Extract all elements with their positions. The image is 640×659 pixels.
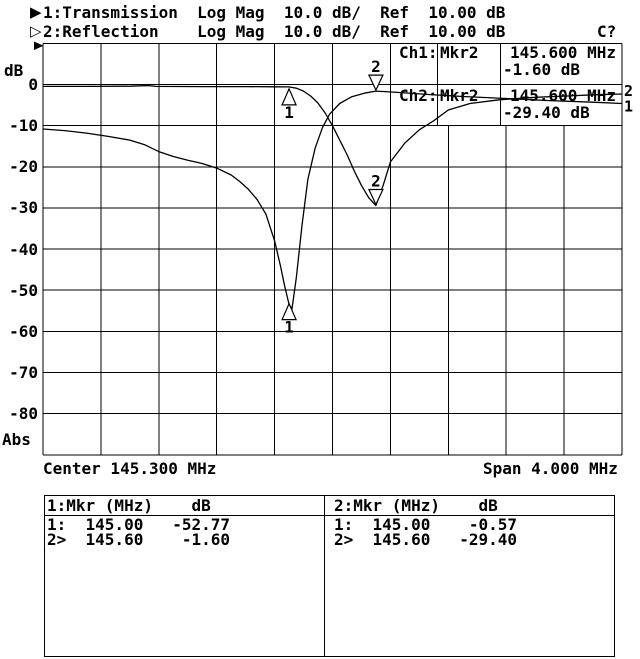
ch1-readout-marker: Mkr2 (440, 43, 479, 62)
y-axis-unit-label: dB (4, 61, 24, 80)
marker-table-row: 2> 145.60 -1.60 (47, 530, 231, 549)
channel2-header: 2:Reflection Log Mag 10.0 dB/ Ref 10.00 … (43, 22, 506, 41)
reference-level-marker-icon (34, 41, 44, 50)
ch2-readout-channel: Ch2: (399, 86, 438, 105)
marker-1-label: 1 (284, 103, 294, 122)
ch1-readout-value: -1.60 dB (503, 60, 581, 79)
ch1-readout-frequency: 145.600 MHz (510, 43, 616, 62)
y-tick-label: -60 (9, 321, 38, 341)
marker-table-divider (324, 496, 325, 656)
y-axis-mode-label: Abs (2, 430, 31, 449)
ch2-readout-frequency: 145.600 MHz (510, 86, 616, 105)
y-tick-label: -70 (9, 363, 38, 383)
marker-2-label: 2 (371, 57, 381, 76)
y-tick-label: 0 (28, 75, 38, 95)
channel1-active-indicator-icon: ▶ (30, 3, 42, 21)
correction-status: C? (597, 22, 617, 41)
marker-table-row: 1: 145.00 -52.77 (47, 515, 231, 534)
y-tick-label: -50 (9, 280, 38, 300)
y-tick-label: -80 (9, 404, 38, 424)
y-tick-label: -40 (9, 239, 38, 259)
trace-edge-label: 2 (624, 82, 633, 100)
y-tick-label: -20 (9, 157, 38, 177)
marker-1-label: 1 (284, 318, 294, 337)
ch1-readout-channel: Ch1: (399, 43, 438, 62)
channel1-header: 1:Transmission Log Mag 10.0 dB/ Ref 10.0… (43, 3, 506, 22)
center-frequency-label: Center 145.300 MHz (43, 459, 217, 478)
marker-table-row: 1: 145.00 -0.57 (334, 515, 518, 534)
marker-2-label: 2 (371, 171, 381, 190)
trace-1-transmission (42, 90, 623, 310)
trace-edge-label: 1 (624, 97, 633, 115)
marker-1-triangle-icon (281, 87, 297, 106)
ch2-readout-marker: Mkr2 (440, 86, 479, 105)
span-label: Span 4.000 MHz (483, 459, 618, 478)
marker-table-header-separator (45, 515, 614, 516)
marker-table-col2-header: 2:Mkr (MHz) dB (334, 496, 498, 515)
y-tick-label: -10 (9, 116, 38, 136)
marker-2-triangle-icon (367, 188, 384, 206)
marker-table (44, 495, 615, 657)
ch2-readout-value: -29.40 dB (503, 103, 590, 122)
channel2-indicator-icon: ▷ (30, 22, 42, 40)
marker-table-col1-header: 1:Mkr (MHz) dB (47, 496, 211, 515)
y-tick-label: -30 (9, 198, 38, 218)
marker-2-triangle-icon (367, 74, 384, 92)
marker-table-row: 2> 145.60 -29.40 (334, 530, 518, 549)
marker-1-triangle-icon (281, 302, 297, 321)
